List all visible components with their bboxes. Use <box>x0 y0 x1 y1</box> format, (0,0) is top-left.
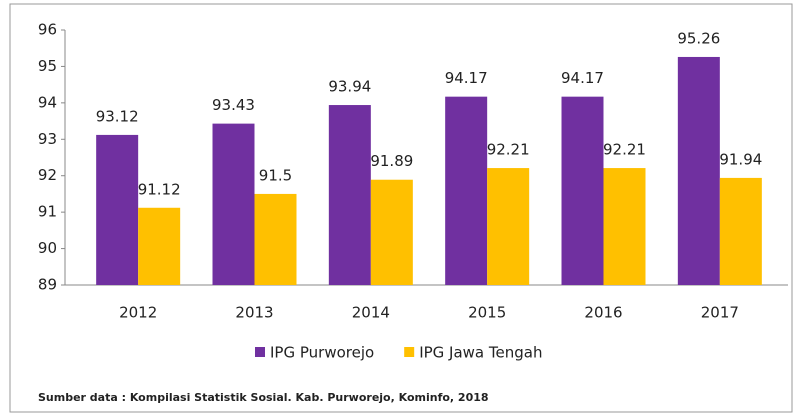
value-label: 94.17 <box>445 69 488 87</box>
bar <box>370 179 413 285</box>
bar <box>254 193 297 285</box>
x-tick-label: 2014 <box>352 304 390 322</box>
legend-label: IPG Purworejo <box>270 344 374 362</box>
source-note: Sumber data : Kompilasi Statistik Sosial… <box>38 391 489 404</box>
bar <box>212 123 255 285</box>
y-tick-label: 95 <box>38 57 57 75</box>
bar <box>96 134 139 285</box>
bar <box>487 168 530 285</box>
value-label: 91.89 <box>370 152 413 170</box>
bar <box>445 96 488 286</box>
value-label: 94.17 <box>561 69 604 87</box>
y-tick-label: 96 <box>38 21 57 39</box>
x-tick-label: 2016 <box>584 304 622 322</box>
y-tick-label: 93 <box>38 130 57 148</box>
value-label: 95.26 <box>677 29 720 47</box>
x-tick-label: 2017 <box>701 304 739 322</box>
value-label: 91.5 <box>259 166 292 184</box>
chart-frame <box>9 3 793 413</box>
value-label: 93.12 <box>96 107 139 125</box>
legend-label: IPG Jawa Tengah <box>419 344 542 362</box>
bar <box>138 207 181 285</box>
bar <box>677 56 720 286</box>
value-label: 92.21 <box>603 141 646 159</box>
x-tick-label: 2013 <box>235 304 273 322</box>
legend-swatch <box>404 347 415 357</box>
bar <box>328 105 371 286</box>
y-tick-label: 89 <box>38 276 57 294</box>
value-label: 92.21 <box>487 141 530 159</box>
bar <box>719 177 762 285</box>
x-tick-label: 2012 <box>119 304 157 322</box>
bar <box>561 96 604 286</box>
y-tick-label: 91 <box>38 203 57 221</box>
value-label: 93.94 <box>328 78 371 96</box>
value-label: 93.43 <box>212 96 255 114</box>
x-tick-label: 2015 <box>468 304 506 322</box>
value-label: 91.12 <box>138 180 181 198</box>
y-tick-label: 90 <box>38 239 57 257</box>
value-label: 91.94 <box>719 150 762 168</box>
bar <box>603 168 646 285</box>
y-tick-label: 92 <box>38 166 57 184</box>
y-tick-label: 94 <box>38 93 57 111</box>
legend-swatch <box>255 347 265 357</box>
